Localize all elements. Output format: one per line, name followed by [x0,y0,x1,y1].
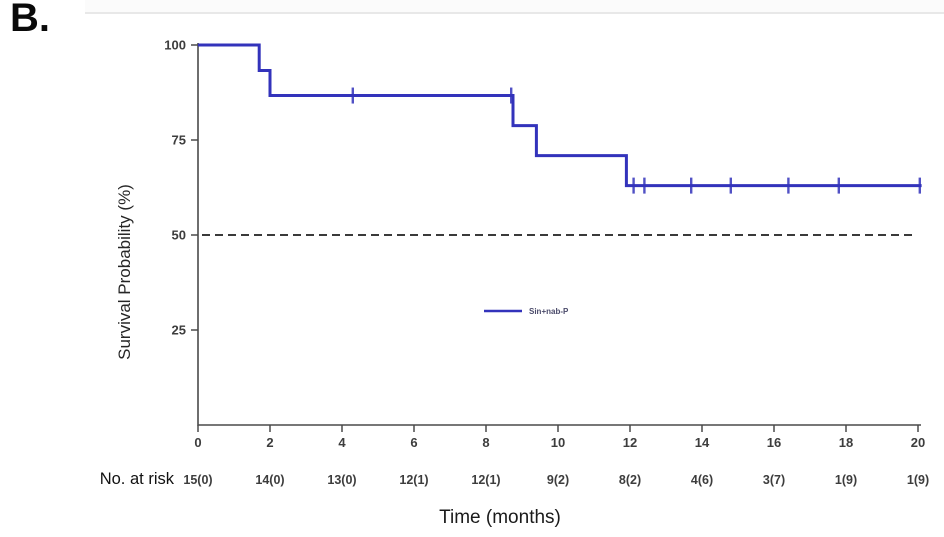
top-border-line [85,12,944,14]
x-axis-tick-label: 20 [911,435,925,450]
risk-count: 14(0) [255,473,284,487]
x-axis-tick-label: 6 [410,435,417,450]
risk-table-layer: 15(0) 14(0) 13(0) 12(1) 12(1) 9(2) 8(2) 4(6) 3(7… [183,473,929,487]
x-axis-tick-label: 14 [695,435,710,450]
risk-count: 13(0) [327,473,356,487]
y-axis-tick-label: 100 [164,38,186,53]
risk-count: 8(2) [619,473,641,487]
risk-count: 4(6) [691,473,713,487]
risk-count: 3(7) [763,473,785,487]
y-axis-tick-label: 75 [172,133,186,148]
survival-curve [198,43,922,188]
x-axis-tick-label: 0 [194,435,201,450]
y-axis-tick-label: 25 [172,323,186,338]
y-axis-title: Survival Probability (%) [115,184,134,360]
legend: Sin+nab-P [484,307,569,316]
curve-layer [198,43,922,194]
axes-layer: 0 2 4 6 8 10 12 14 16 18 20 25 50 75 100 [164,38,925,451]
x-axis-tick-label: 2 [266,435,273,450]
legend-series-label: Sin+nab-P [529,307,569,316]
y-axis-tick-label: 50 [172,228,186,243]
risk-count: 12(1) [471,473,500,487]
panel-label: B. [10,0,50,40]
risk-count: 1(9) [835,473,857,487]
x-axis-title: Time (months) [439,507,561,528]
x-axis-tick-label: 8 [482,435,489,450]
x-axis-tick-label: 12 [623,435,637,450]
x-axis-tick-label: 10 [551,435,565,450]
risk-count: 15(0) [183,473,212,487]
risk-table-label: No. at risk [100,470,175,488]
risk-count: 12(1) [399,473,428,487]
x-axis-tick-label: 16 [767,435,781,450]
risk-count: 9(2) [547,473,569,487]
top-margin-strip [85,0,944,12]
risk-count: 1(9) [907,473,929,487]
x-axis-tick-label: 4 [338,435,346,450]
x-axis-tick-label: 18 [839,435,853,450]
